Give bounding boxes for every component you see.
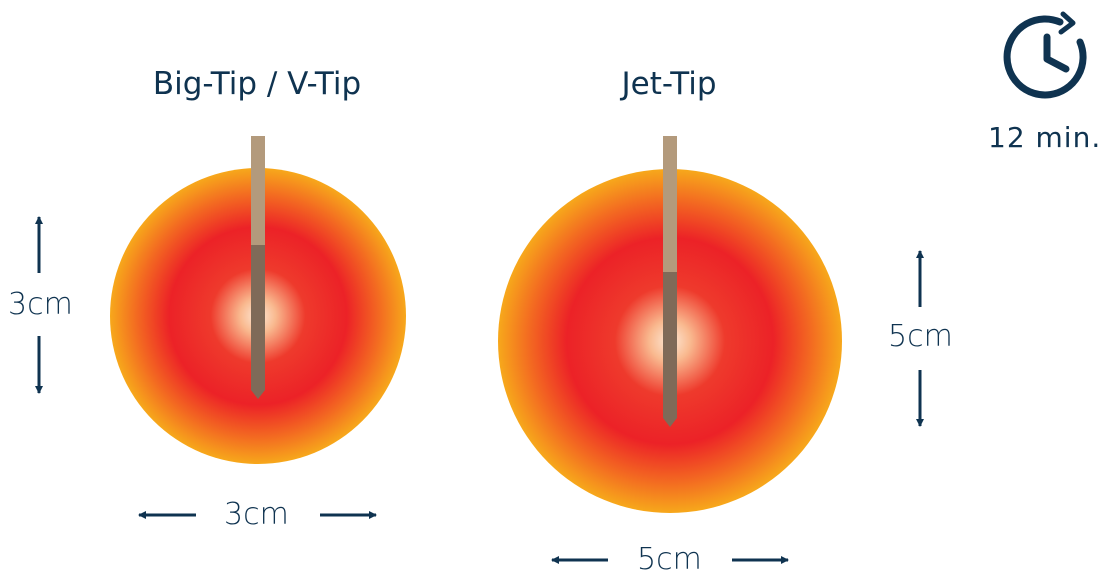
probe-jet-tip: [663, 136, 677, 427]
width-label-big-tip: 3cm: [224, 497, 289, 532]
height-label-jet-tip: 5cm: [888, 319, 953, 354]
timer-label: 12 min.: [988, 121, 1102, 154]
height-label-big-tip: 3cm: [8, 287, 73, 322]
width-label-jet-tip: 5cm: [637, 542, 702, 571]
title-jet-tip: Jet-Tip: [621, 66, 717, 102]
title-big-tip: Big-Tip / V-Tip: [152, 66, 362, 102]
clock-icon: [1003, 11, 1087, 99]
probe-big-tip: [251, 136, 265, 399]
